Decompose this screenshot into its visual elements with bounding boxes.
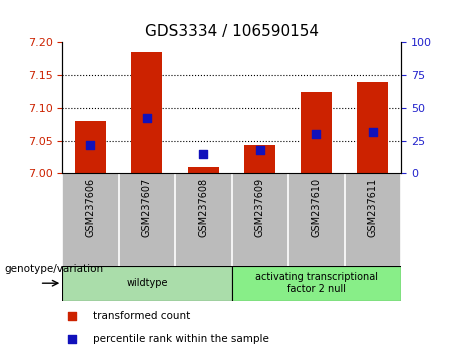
Bar (62, 266, 231, 301)
Text: genotype/variation: genotype/variation (5, 264, 104, 274)
Bar (131, 52, 162, 173)
Text: GSM237610: GSM237610 (311, 178, 321, 237)
Text: GSM237607: GSM237607 (142, 178, 152, 237)
Title: GDS3334 / 106590154: GDS3334 / 106590154 (145, 23, 319, 39)
Text: activating transcriptional
factor 2 null: activating transcriptional factor 2 null (255, 272, 378, 294)
Point (313, 131, 320, 137)
Point (369, 129, 377, 135)
Text: GSM237606: GSM237606 (85, 178, 95, 237)
Bar (188, 167, 219, 173)
Bar (75, 121, 106, 173)
Bar (301, 92, 332, 173)
Text: wildtype: wildtype (126, 278, 168, 288)
Text: GSM237608: GSM237608 (198, 178, 208, 237)
Text: transformed count: transformed count (93, 311, 190, 321)
Bar (244, 145, 275, 173)
Point (69, 313, 76, 319)
Text: GSM237611: GSM237611 (368, 178, 378, 237)
Point (200, 151, 207, 157)
Point (69, 336, 76, 342)
Point (256, 147, 264, 153)
Point (143, 116, 151, 121)
Bar (357, 82, 388, 173)
Text: percentile rank within the sample: percentile rank within the sample (93, 334, 269, 344)
Point (87, 142, 94, 148)
Bar (231, 266, 401, 301)
Text: GSM237609: GSM237609 (255, 178, 265, 237)
